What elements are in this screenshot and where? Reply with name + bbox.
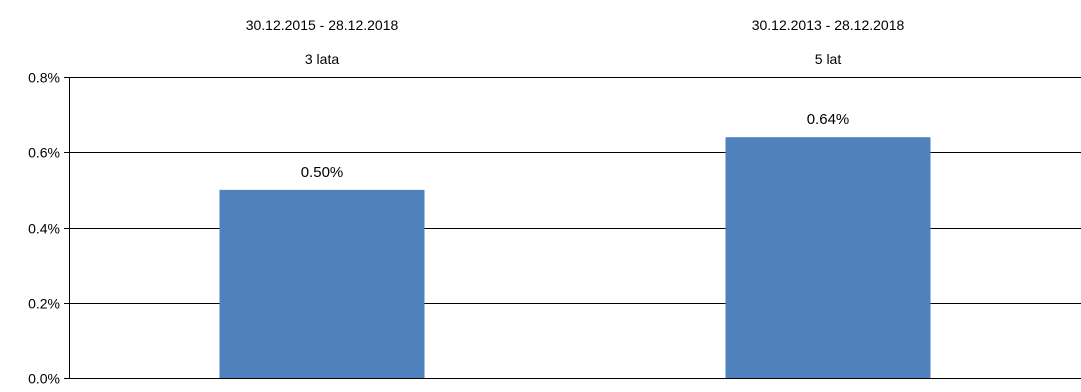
bars (219, 137, 931, 378)
category-label: 5 lat (815, 51, 842, 67)
y-axis-tick-labels: 0.0% 0.2% 0.4% 0.6% 0.8% (28, 70, 60, 387)
data-label: 0.64% (807, 111, 850, 128)
y-tick-label: 0.8% (28, 70, 60, 86)
bar-1 (219, 189, 425, 378)
bar-2 (725, 137, 931, 378)
data-labels: 0.50% 0.64% (301, 111, 850, 181)
category-period-label: 30.12.2013 - 28.12.2018 (752, 17, 905, 33)
y-tick-label: 0.2% (28, 296, 60, 312)
category-label: 3 lata (305, 51, 339, 67)
category-period-label: 30.12.2015 - 28.12.2018 (246, 17, 399, 33)
y-tick-label: 0.0% (28, 371, 60, 387)
y-tick-label: 0.4% (28, 221, 60, 237)
category-labels: 30.12.2015 - 28.12.2018 3 lata 30.12.2013 … (246, 17, 905, 67)
data-label: 0.50% (301, 164, 344, 181)
y-tick-label: 0.6% (28, 145, 60, 161)
